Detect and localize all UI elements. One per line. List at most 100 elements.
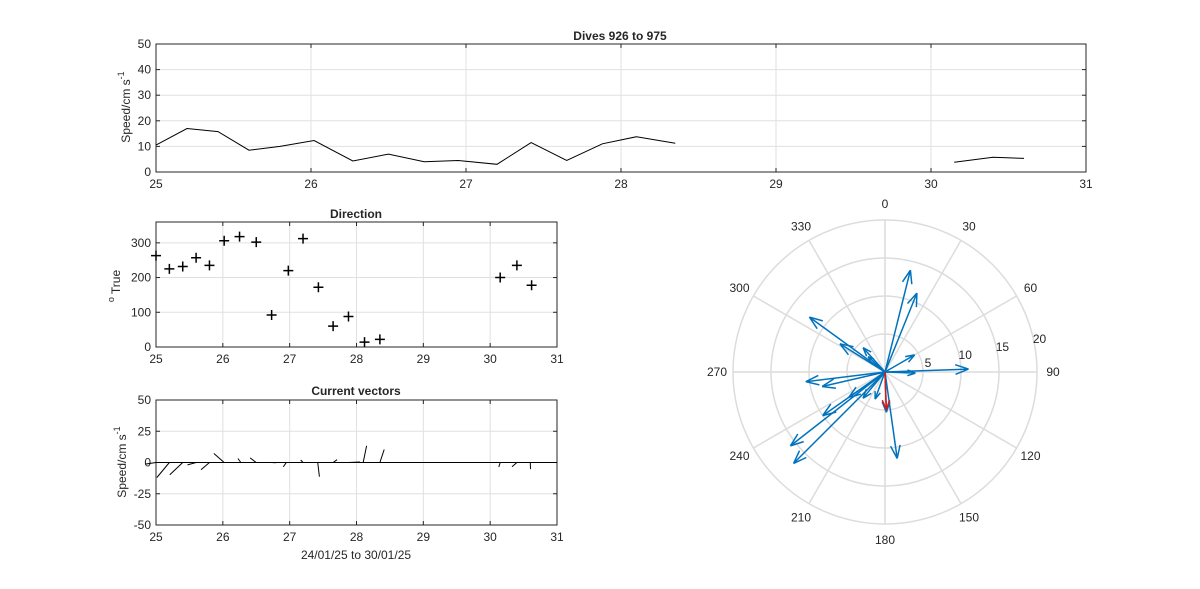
vectors-tick-label-y: 50 [138, 393, 152, 407]
direction-point [298, 233, 309, 244]
compass-arrow-head [915, 293, 918, 308]
compass-spoke [808, 371, 886, 504]
speed-ylabel-text: Speed/cm s [119, 79, 133, 142]
compass-arrow-head [808, 316, 818, 330]
compass-radius-label: 5 [925, 356, 932, 370]
speed-tick-label-x: 27 [459, 177, 473, 191]
vector-stick [200, 462, 210, 471]
vectors-ylabel: Speed/cm s-1 [112, 426, 129, 497]
compass-arrow-head [792, 450, 801, 464]
direction-point [511, 260, 522, 271]
speed-tick-label-y: 20 [138, 114, 152, 128]
speed-ylabel: Speed/cm s-1 [116, 71, 133, 142]
speed-tick-label-y: 50 [138, 37, 152, 51]
compass-radius-label: 10 [959, 348, 973, 362]
vector-stick [187, 462, 197, 466]
direction-point [251, 237, 262, 248]
vectors-tick-label-y: -25 [134, 487, 152, 501]
compass-arrow-head [790, 440, 804, 447]
speed-tick-label-y: 40 [138, 63, 152, 77]
compass-arrow-head [848, 393, 861, 399]
vectors-panel: Speed/cm s-1 24/01/25 to 30/01/25 25 26 27… [112, 384, 564, 562]
compass-angle-label: 120 [1020, 449, 1040, 463]
direction-point [219, 235, 230, 246]
compass-angle-label: 270 [707, 365, 727, 379]
compass-arrow-head [862, 392, 872, 399]
vectors-tick-label-y: -50 [134, 518, 152, 532]
compass-arrow-head [862, 388, 868, 399]
compass-arrow-head [839, 343, 854, 348]
compass-arrow-head [901, 269, 912, 283]
vectors-tick-label-x: 26 [216, 530, 230, 544]
compass-radius-label: 20 [1033, 332, 1047, 346]
compass-arrow [884, 292, 918, 373]
compass-arrow [862, 371, 886, 399]
direction-ylabel-text: True [109, 270, 123, 295]
direction-tick-label-x: 30 [483, 352, 497, 366]
vector-stick [249, 457, 257, 463]
speed-tick-label-x: 30 [924, 177, 938, 191]
vectors-tick-label-y: 25 [138, 424, 152, 438]
speed-tick-label-x: 29 [769, 177, 783, 191]
compass-arrow-head [822, 385, 836, 390]
speed-tick-label-y: 10 [138, 139, 152, 153]
speed-title: Dives 926 to 975 [573, 29, 667, 43]
vector-stick [169, 462, 184, 476]
compass-arrow-head [805, 380, 820, 386]
vectors-ylabel-sup: -1 [112, 426, 122, 434]
vectors-tick-label-x: 31 [550, 530, 564, 544]
compass-arrow-head [862, 347, 872, 353]
direction-point [328, 321, 339, 332]
compass-mean-arrow-head [881, 399, 887, 411]
direction-point [359, 337, 370, 348]
direction-tick-label-y: 0 [144, 340, 151, 354]
compass-arrow-head [867, 356, 872, 363]
compass-arrow-head [793, 456, 807, 465]
svg-text:Speed/cm s-1: Speed/cm s-1 [112, 426, 129, 497]
direction-tick-label-x: 25 [149, 352, 163, 366]
vector-stick [300, 459, 304, 463]
compass-spoke [753, 295, 886, 373]
speed-tick-label-x: 28 [614, 177, 628, 191]
speed-tick-label-y: 0 [144, 165, 151, 179]
direction-tick-label-x: 26 [216, 352, 230, 366]
compass-arrow [805, 371, 886, 383]
compass-spoke [884, 371, 962, 504]
vectors-tick-label-x: 29 [417, 530, 431, 544]
compass-arrow-head [821, 378, 835, 388]
speed-tick-label-x: 31 [1079, 177, 1093, 191]
compass-arrow-head [805, 374, 819, 383]
vector-stick [156, 462, 170, 478]
compass-arrow-head [789, 433, 799, 447]
vector-stick [511, 462, 518, 468]
direction-point [164, 263, 175, 274]
speed-ylabel-sup: -1 [116, 71, 126, 79]
compass-arrow [848, 371, 886, 398]
vector-stick [282, 462, 287, 468]
vectors-tick-label-x: 28 [350, 530, 364, 544]
direction-tick-label-y: 200 [131, 271, 151, 285]
compass-arrow [821, 371, 886, 388]
speed-panel: Speed/cm s-1 25 26 27 28 29 30 31 0 10 20 30 40 50 Di… [116, 29, 1093, 191]
direction-tick-label-x: 28 [350, 352, 364, 366]
direction-point [283, 265, 294, 276]
vector-stick [379, 449, 385, 463]
compass-arrow-head [955, 368, 969, 375]
vectors-title: Current vectors [311, 384, 401, 398]
vector-stick [498, 462, 501, 468]
direction-point [343, 311, 354, 322]
compass-arrow [884, 371, 898, 459]
compass-angle-label: 30 [962, 220, 976, 234]
direction-point [191, 252, 202, 263]
compass-arrow-head [822, 403, 832, 417]
vectors-ylabel-text: Speed/cm s [115, 434, 129, 497]
speed-tick-label-x: 26 [304, 177, 318, 191]
direction-point [266, 310, 277, 321]
compass-arrow [884, 270, 912, 373]
direction-tick-label-y: 300 [131, 236, 151, 250]
compass-arrow [808, 316, 886, 373]
vector-stick [362, 445, 368, 463]
vector-stick [348, 461, 360, 463]
compass-arrow [874, 371, 886, 400]
